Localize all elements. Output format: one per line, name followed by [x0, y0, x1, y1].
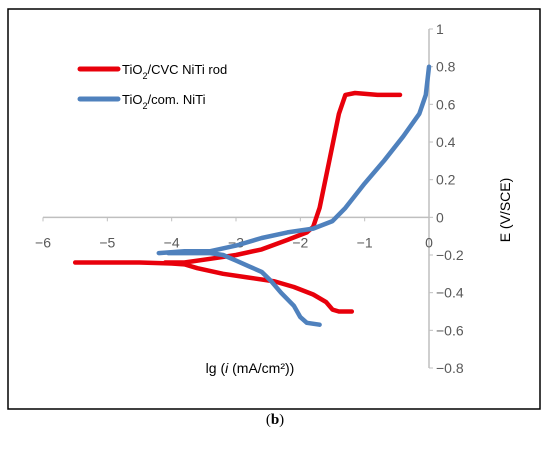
x-tick-label: −4: [164, 234, 180, 250]
figure-caption: (b): [265, 412, 285, 428]
y-tick-label: 0.6: [436, 96, 456, 112]
y-tick-label: −0.6: [436, 322, 464, 338]
y-axis-title: E (V/SCE): [497, 178, 513, 243]
caption-label: b: [270, 412, 280, 428]
y-tick-label: 0.4: [436, 134, 456, 150]
y-tick-label: −0.2: [436, 247, 464, 263]
y-tick-label: 0: [436, 209, 444, 225]
x-tick-label: 0: [425, 234, 433, 250]
legend-label-cvc: TiO2/CVC NiTi rod: [122, 62, 227, 81]
x-axis-title: lg (i (mA/cm²)): [206, 360, 295, 376]
series-line-com-anodic: [156, 64, 432, 256]
series-line-cvc-cathodic: [72, 260, 355, 314]
y-tick-label: −0.4: [436, 285, 464, 301]
y-tick-label: 0.2: [436, 172, 456, 188]
x-tick-label: −5: [99, 234, 115, 250]
x-tick-label: −1: [357, 234, 373, 250]
legend: TiO2/CVC NiTi rod TiO2/com. NiTi: [77, 62, 227, 111]
y-tick-label: 0.8: [436, 59, 456, 75]
chart-frame: [7, 8, 541, 410]
y-tick-label: 1: [436, 21, 444, 37]
polarization-chart: −6 −5 −4 −3 −2 −1 0−0.8−0.6−0.4−0.200.20.40.60…: [7, 8, 541, 410]
series-layer: [72, 64, 432, 327]
legend-label-com: TiO2/com. NiTi: [122, 92, 206, 111]
y-tick-label: −0.8: [436, 360, 464, 376]
x-tick-label: −6: [35, 234, 51, 250]
